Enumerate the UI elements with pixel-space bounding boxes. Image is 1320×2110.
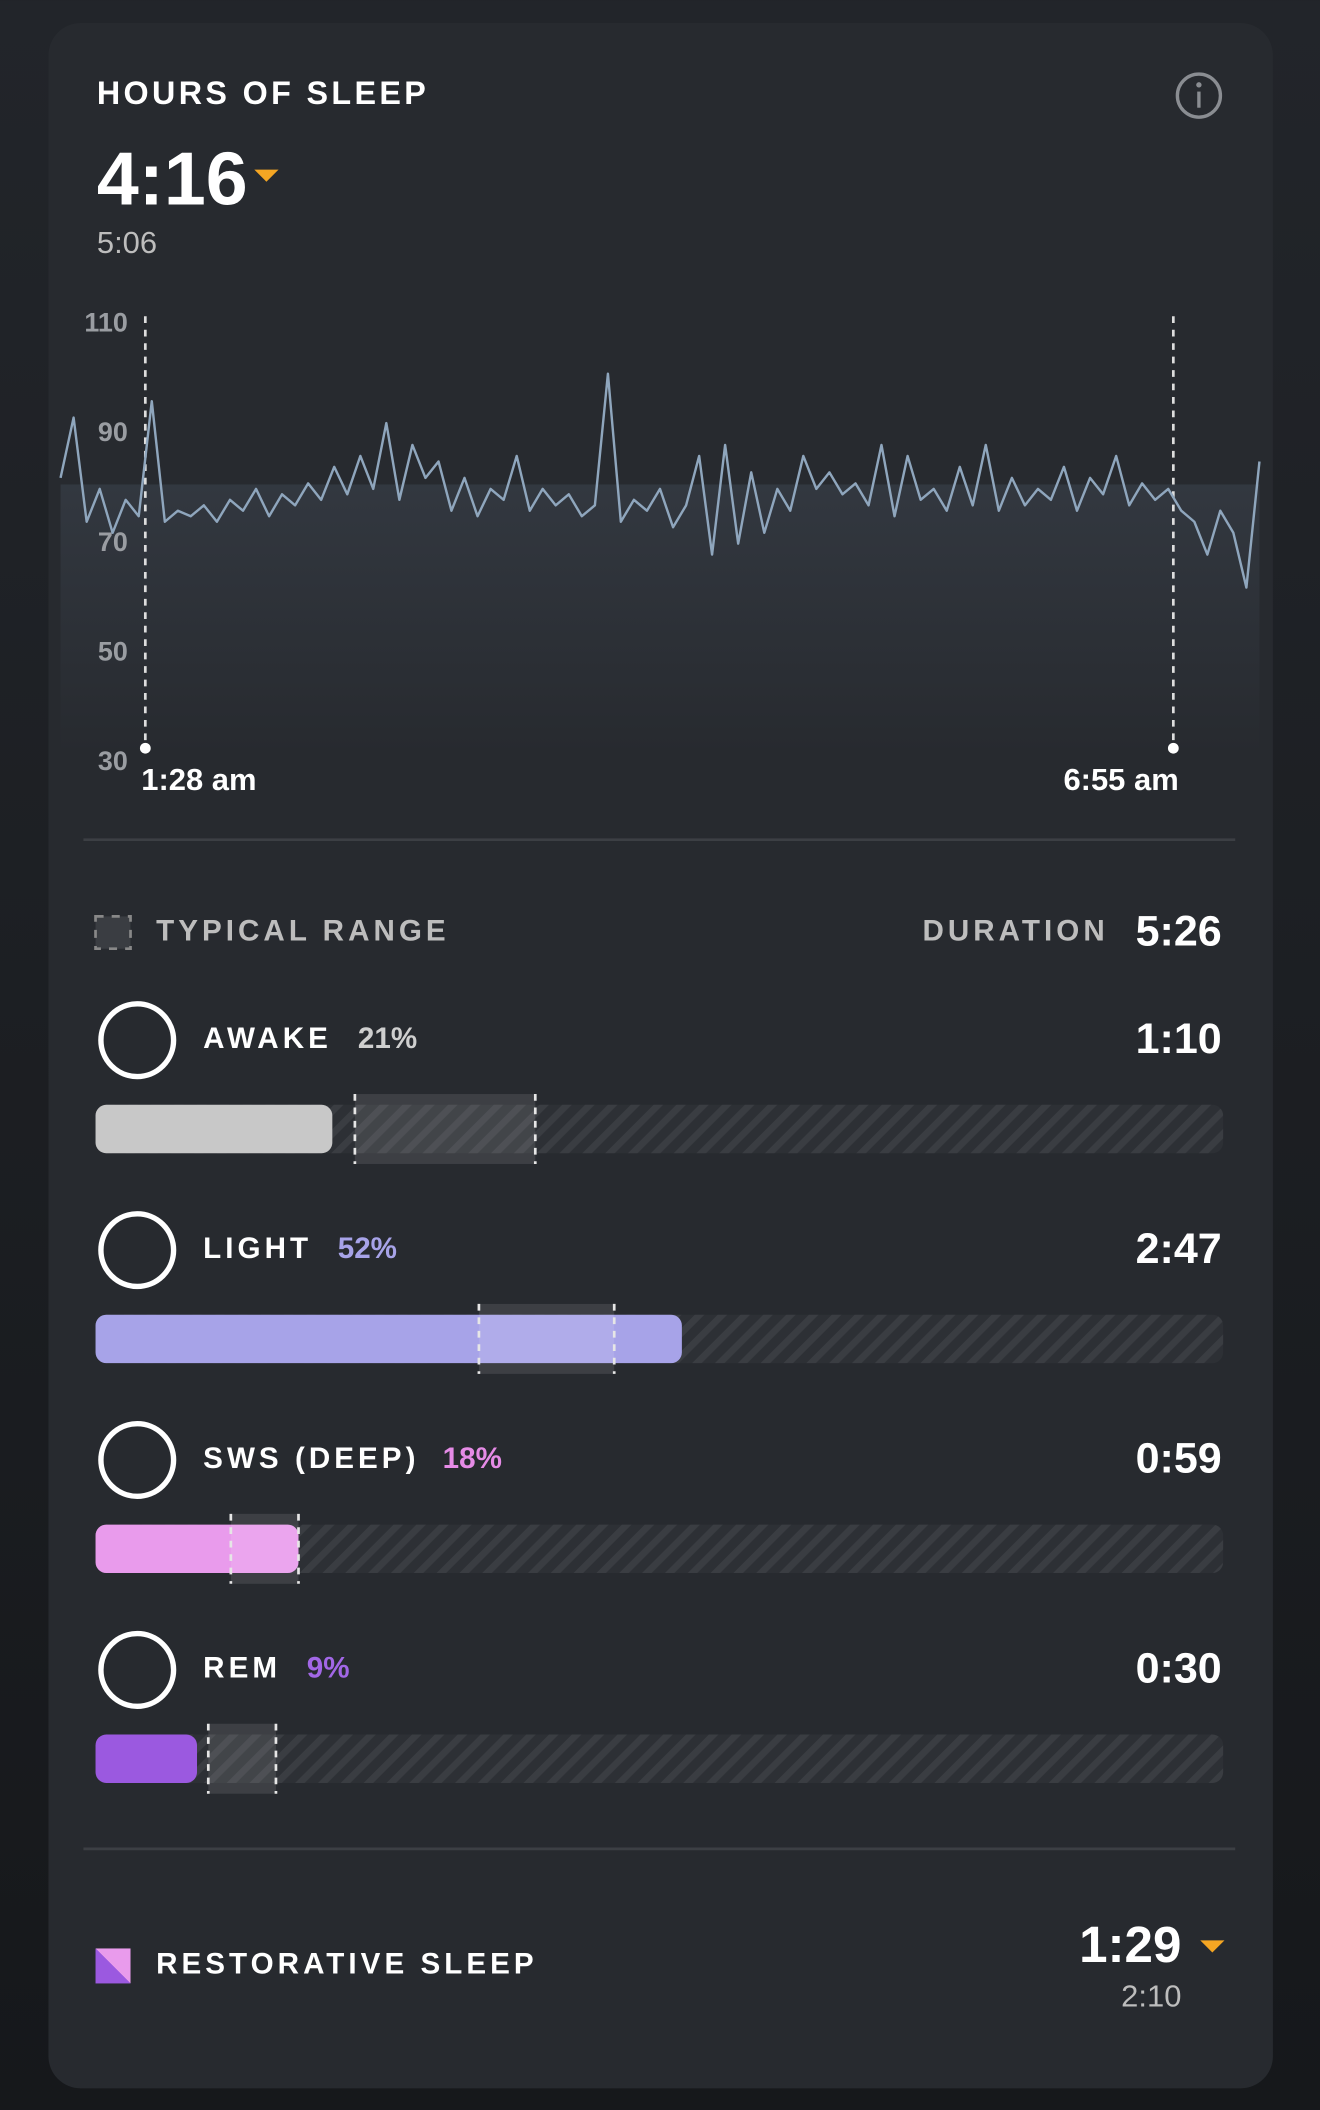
restorative-title: RESTORATIVE SLEEP <box>156 1948 538 1981</box>
typical-range <box>208 1723 276 1794</box>
stage-name: LIGHT <box>203 1232 312 1265</box>
y-tick-label: 90 <box>98 417 128 447</box>
stage-duration: 0:30 <box>1136 1645 1222 1693</box>
stage-bar <box>95 1104 333 1154</box>
typical-range <box>230 1513 299 1584</box>
end-time: 6:55 am <box>1063 762 1178 797</box>
stage-bar <box>95 1314 682 1364</box>
heart-rate-line <box>59 372 1261 589</box>
start-time: 1:28 am <box>141 762 256 797</box>
stage-ring <box>98 1420 177 1500</box>
y-tick-label: 50 <box>98 636 128 666</box>
info-dot <box>1196 82 1202 88</box>
typical-range-icon <box>94 915 132 951</box>
stage-name: REM <box>203 1652 281 1685</box>
stage-duration: 1:10 <box>1136 1015 1222 1063</box>
typical-range <box>478 1303 615 1374</box>
info-icon[interactable] <box>1175 72 1223 119</box>
stage-percent: 9% <box>307 1652 350 1685</box>
stage-ring <box>98 1001 177 1080</box>
stage-bar <box>95 1734 198 1783</box>
down-arrow <box>254 169 279 182</box>
bar-track <box>95 1104 1224 1154</box>
stage-percent: 21% <box>358 1022 417 1055</box>
stage-ring <box>98 1211 177 1290</box>
title: HOURS OF SLEEP <box>97 75 429 111</box>
stage-name: AWAKE <box>203 1022 332 1055</box>
stage-bar <box>95 1524 299 1574</box>
bar-track <box>95 1734 1224 1783</box>
chart-area <box>60 484 1260 754</box>
stage-name: SWS (DEEP) <box>203 1442 419 1475</box>
y-tick-label: 30 <box>98 746 128 776</box>
typical-range <box>354 1094 536 1164</box>
y-tick-label: 110 <box>84 307 127 337</box>
sleep-hours: 4:16 <box>97 136 248 220</box>
info-button[interactable] <box>1175 72 1223 119</box>
total-duration: 5:26 <box>1136 907 1222 955</box>
marker-dot <box>1167 742 1179 754</box>
restorative-baseline: 2:10 <box>1121 1978 1181 2013</box>
legend-label: TYPICAL RANGE <box>156 914 450 947</box>
stage-ring <box>98 1630 177 1709</box>
duration-label: DURATION <box>922 914 1108 947</box>
stage-duration: 2:47 <box>1136 1225 1222 1273</box>
sleep-baseline: 5:06 <box>97 225 157 260</box>
restorative-value: 1:29 <box>1079 1916 1181 1973</box>
stage-percent: 18% <box>443 1442 502 1475</box>
restorative-icon <box>95 1948 131 1984</box>
stage-percent: 52% <box>338 1232 397 1265</box>
stage-duration: 0:59 <box>1136 1435 1222 1483</box>
marker-dot <box>139 742 151 754</box>
down-arrow <box>1200 1940 1225 1953</box>
bar-track <box>95 1524 1224 1574</box>
